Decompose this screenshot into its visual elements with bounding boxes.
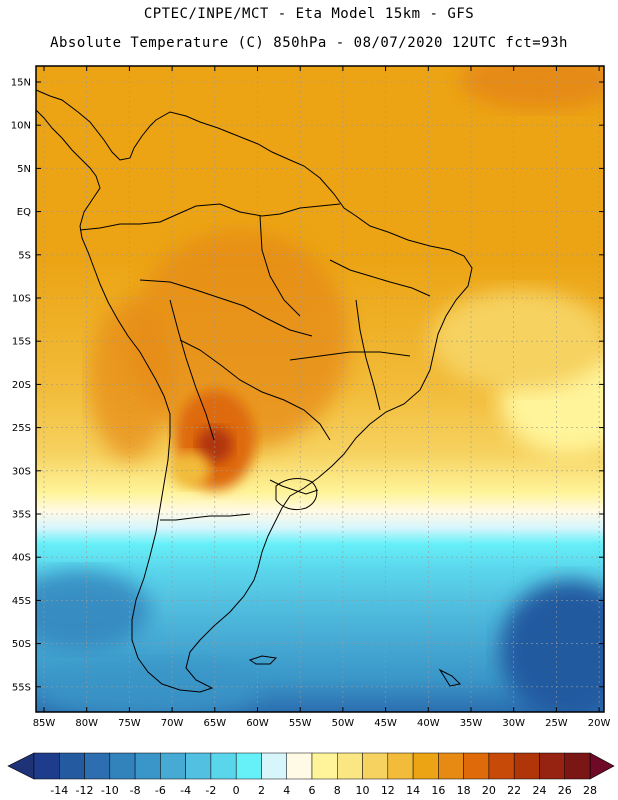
- colorbar-swatch: [387, 752, 414, 780]
- colorbar-swatch: [286, 752, 313, 780]
- lon-label: 85W: [33, 718, 56, 729]
- colorbar-label: -4: [180, 784, 191, 797]
- colorbar-under-arrow: [7, 752, 35, 780]
- colorbar-swatch: [337, 752, 363, 780]
- lon-label: 20W: [588, 718, 611, 729]
- lat-label: 10S: [12, 294, 31, 305]
- colorbar-over-arrow: [589, 752, 615, 780]
- colorbar-label: -2: [205, 784, 216, 797]
- colorbar-swatch: [463, 752, 490, 780]
- colorbar-label: 2: [258, 784, 265, 797]
- colorbar-swatch: [84, 752, 111, 780]
- lat-label: 25S: [12, 423, 31, 434]
- lon-label: 50W: [332, 718, 355, 729]
- colorbar-label: 20: [482, 784, 496, 797]
- colorbar-label: -12: [76, 784, 94, 797]
- colorbar: [7, 752, 615, 780]
- colorbar-swatch: [134, 752, 161, 780]
- lat-label: 45S: [12, 596, 31, 607]
- lat-label: 5N: [17, 164, 31, 175]
- colorbar-swatch: [261, 752, 287, 780]
- lat-label: 50S: [12, 639, 31, 650]
- lon-label: 55W: [289, 718, 312, 729]
- colorbar-swatch: [564, 752, 591, 780]
- colorbar-label: 10: [356, 784, 370, 797]
- lon-label: 25W: [545, 718, 568, 729]
- colorbar-label: 4: [283, 784, 290, 797]
- colorbar-label: 0: [233, 784, 240, 797]
- map-title: CPTEC/INPE/MCT - Eta Model 15km - GFS: [143, 6, 475, 22]
- map-frame: [35, 65, 605, 713]
- lat-label: 30S: [12, 466, 31, 477]
- colorbar-label: 24: [532, 784, 546, 797]
- lon-label: 80W: [75, 718, 98, 729]
- lon-label: 30W: [502, 718, 525, 729]
- map-subtitle: Absolute Temperature (C) 850hPa - 08/07/…: [50, 35, 568, 51]
- lat-label: EQ: [17, 207, 31, 218]
- longitude-axis: 85W 80W 75W 70W 65W 60W 55W 50W 45W 40W 35W 30W 25W 2…: [33, 66, 611, 729]
- colorbar-label: -8: [130, 784, 141, 797]
- colorbar-label: -10: [101, 784, 119, 797]
- lon-label: 45W: [374, 718, 397, 729]
- colorbar-swatch: [438, 752, 464, 780]
- colorbar-swatch: [160, 752, 186, 780]
- lat-label: 40S: [12, 553, 31, 564]
- colorbar-label: 12: [381, 784, 395, 797]
- colorbar-swatch: [235, 752, 262, 780]
- colorbar-swatch: [210, 752, 237, 780]
- colorbar-swatch: [412, 752, 439, 780]
- coastlines: [35, 89, 473, 693]
- latitude-axis: 15N 10N 5N EQ 5S 10S 15S 20S 25S 30S 35S 40S 45S 50S 5…: [11, 78, 604, 693]
- lat-label: 20S: [12, 380, 31, 391]
- colorbar-swatch: [311, 752, 338, 780]
- colorbar-label: 26: [558, 784, 572, 797]
- lon-label: 75W: [118, 718, 141, 729]
- colorbar-swatch: [362, 752, 389, 780]
- lat-label: 15N: [11, 78, 31, 89]
- lon-label: 65W: [203, 718, 226, 729]
- colorbar-label: 14: [406, 784, 420, 797]
- lat-label: 55S: [12, 682, 31, 693]
- colorbar-swatch: [109, 752, 136, 780]
- lon-label: 60W: [246, 718, 269, 729]
- colorbar-label: -14: [50, 784, 68, 797]
- lon-label: 35W: [460, 718, 483, 729]
- lon-label: 40W: [417, 718, 440, 729]
- lat-label: 5S: [18, 250, 31, 261]
- colorbar-labels: -14 -12 -10 -8 -6 -4 -2 0 2 4 6 8 10 12 14 16 18 20 22 24 26…: [50, 784, 597, 797]
- colorbar-label: 16: [431, 784, 445, 797]
- colorbar-swatch: [59, 752, 85, 780]
- colorbar-label: 8: [334, 784, 341, 797]
- lat-label: 35S: [12, 510, 31, 521]
- colorbar-label: 6: [309, 784, 316, 797]
- lat-label: 10N: [11, 121, 31, 132]
- colorbar-label: 22: [507, 784, 521, 797]
- colorbar-label: 28: [583, 784, 597, 797]
- lon-label: 70W: [161, 718, 184, 729]
- colorbar-swatch: [33, 752, 60, 780]
- colorbar-label: 18: [457, 784, 471, 797]
- lat-label: 15S: [12, 337, 31, 348]
- colorbar-swatch: [185, 752, 212, 780]
- colorbar-label: -6: [155, 784, 166, 797]
- temperature-field: [36, 66, 604, 712]
- colorbar-swatch: [513, 752, 540, 780]
- colorbar-swatch: [539, 752, 565, 780]
- colorbar-swatch: [488, 752, 515, 780]
